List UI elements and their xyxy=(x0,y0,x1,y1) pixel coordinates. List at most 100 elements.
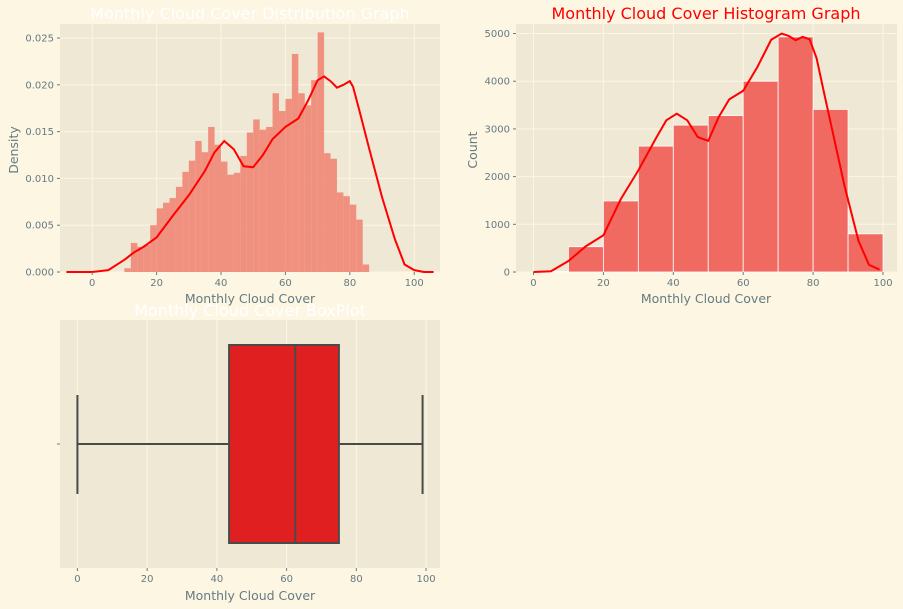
distribution-y-tick-label: 0.005 xyxy=(25,221,54,232)
histogram-y-ticks: 0 1000 2000 3000 4000 5000 xyxy=(485,29,516,279)
distribution-bar xyxy=(221,161,228,272)
distribution-x-tick-label: 60 xyxy=(279,278,292,289)
boxplot-x-tick-label: 100 xyxy=(417,574,436,585)
histogram-bar xyxy=(602,200,639,273)
distribution-y-tick-label: 0.015 xyxy=(25,127,54,138)
distribution-y-ticks: 0.000 0.005 0.010 0.015 0.020 0.025 xyxy=(25,34,60,279)
distribution-bar xyxy=(272,93,279,272)
distribution-bar xyxy=(266,126,273,273)
histogram-y-tick-label: 2000 xyxy=(485,172,510,183)
distribution-bar xyxy=(349,204,357,272)
boxplot-title: Monthly Cloud Cover BoxPlot xyxy=(134,301,366,320)
histogram-title: Monthly Cloud Cover Histogram Graph xyxy=(551,4,860,23)
distribution-y-tick-label: 0.025 xyxy=(25,34,54,45)
distribution-bar xyxy=(285,98,292,273)
distribution-bar xyxy=(214,144,222,272)
histogram-y-tick-label: 1000 xyxy=(485,220,510,231)
distribution-kde-line xyxy=(66,75,434,273)
distribution-bar xyxy=(143,244,151,272)
boxplot-x-ticks: 0 20 40 60 80 100 xyxy=(74,568,436,585)
distribution-bar xyxy=(124,268,131,272)
distribution-bar xyxy=(169,198,176,272)
distribution-bar xyxy=(175,186,183,272)
boxplot-x-tick-label: 80 xyxy=(350,574,363,585)
histogram-x-tick-label: 0 xyxy=(530,278,536,289)
distribution-bar xyxy=(233,172,241,272)
histogram-y-tick-label: 0 xyxy=(504,268,510,279)
histogram-bar xyxy=(637,145,674,273)
distribution-x-ticks: 0 20 40 60 80 100 xyxy=(89,272,424,289)
histogram-kde-line xyxy=(533,32,880,273)
distribution-x-tick-label: 100 xyxy=(405,278,424,289)
histogram-x-tick-label: 40 xyxy=(667,278,680,289)
histogram-x-tick-label: 100 xyxy=(873,278,892,289)
histogram-bar xyxy=(672,124,709,273)
distribution-y-label: Density xyxy=(6,126,21,174)
boxplot-panel: 0 20 40 60 80 100 Monthly Cloud Cover BoxPlot… xyxy=(57,301,440,603)
distribution-bars xyxy=(124,32,370,273)
distribution-bar xyxy=(298,93,305,272)
histogram-bar xyxy=(568,246,604,273)
distribution-title: Monthly Cloud Cover Distribution Graph xyxy=(90,4,409,23)
distribution-bar xyxy=(246,132,254,272)
histogram-bar xyxy=(812,108,849,273)
histogram-panel: 0 20 40 60 80 100 0 1000 2000 3000 4000 5000 Month… xyxy=(465,4,897,306)
distribution-x-label: Monthly Cloud Cover xyxy=(185,291,316,306)
distribution-bar xyxy=(137,246,144,272)
boxplot-x-tick-label: 20 xyxy=(141,574,154,585)
distribution-panel: 0 20 40 60 80 100 0.0000.0050.0100.0150.0200.… xyxy=(6,4,440,306)
distribution-x-tick-label: 0 xyxy=(89,278,95,289)
distribution-bar xyxy=(208,126,215,273)
distribution-x-tick-label: 20 xyxy=(150,278,163,289)
distribution-bar xyxy=(291,53,299,272)
histogram-bar xyxy=(777,36,814,273)
histogram-y-tick-label: 5000 xyxy=(485,29,510,40)
boxplot-box xyxy=(228,344,340,544)
distribution-bar xyxy=(150,225,157,272)
distribution-bar xyxy=(304,105,312,272)
distribution-bar xyxy=(324,153,331,272)
histogram-x-tick-label: 60 xyxy=(737,278,750,289)
distribution-bar xyxy=(336,192,344,272)
boxplot-box-group xyxy=(76,344,424,544)
distribution-bar xyxy=(356,219,363,272)
distribution-bar xyxy=(253,119,260,272)
distribution-x-tick-label: 80 xyxy=(343,278,356,289)
boxplot-x-tick-label: 0 xyxy=(74,574,80,585)
histogram-bar xyxy=(707,115,744,273)
histogram-x-label: Monthly Cloud Cover xyxy=(641,291,772,306)
histogram-y-tick-label: 4000 xyxy=(485,77,510,88)
histogram-y-tick-label: 3000 xyxy=(485,124,510,135)
distribution-y-tick-label: 0.020 xyxy=(25,80,54,91)
distribution-bar xyxy=(311,80,318,272)
distribution-bar xyxy=(259,129,267,272)
boxplot-x-tick-label: 40 xyxy=(211,574,224,585)
distribution-bar xyxy=(163,202,170,272)
distribution-bar xyxy=(227,174,234,272)
distribution-x-tick-label: 40 xyxy=(215,278,228,289)
distribution-bar xyxy=(330,158,337,272)
distribution-bar xyxy=(182,171,189,272)
distribution-bar xyxy=(130,242,138,272)
distribution-bar xyxy=(343,196,350,272)
histogram-bar xyxy=(847,233,884,273)
distribution-bar xyxy=(240,155,247,272)
boxplot-x-label: Monthly Cloud Cover xyxy=(185,588,316,603)
histogram-x-ticks: 0 20 40 60 80 100 xyxy=(530,272,893,289)
distribution-bar xyxy=(201,152,209,272)
boxplot-x-tick-label: 60 xyxy=(280,574,293,585)
histogram-bar xyxy=(742,80,779,273)
histogram-bars xyxy=(533,36,884,273)
distribution-bar xyxy=(317,32,325,273)
distribution-y-tick-label: 0.010 xyxy=(25,174,54,185)
distribution-bar xyxy=(156,208,164,272)
distribution-bar xyxy=(188,160,196,272)
distribution-bar xyxy=(278,111,286,272)
histogram-x-tick-label: 80 xyxy=(807,278,820,289)
distribution-y-tick-label: 0.000 xyxy=(25,268,54,279)
distribution-bar xyxy=(362,264,370,272)
distribution-bar xyxy=(195,140,202,272)
histogram-x-tick-label: 20 xyxy=(597,278,610,289)
histogram-y-label: Count xyxy=(465,131,480,168)
